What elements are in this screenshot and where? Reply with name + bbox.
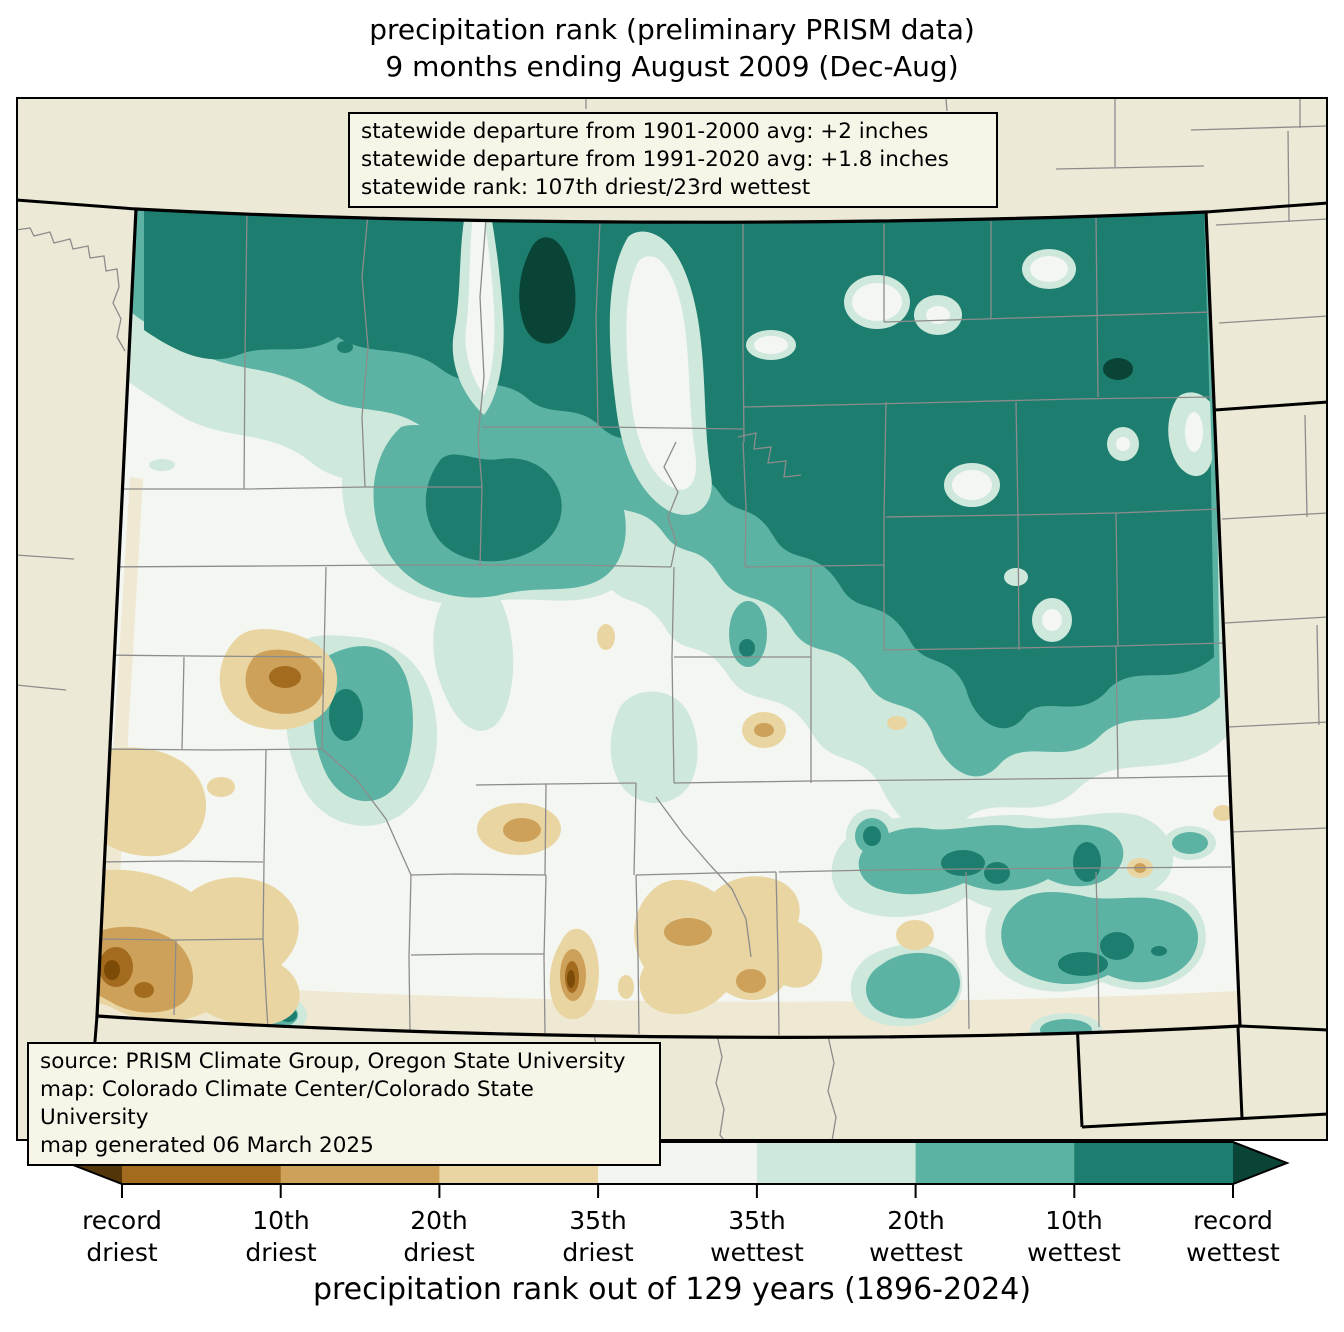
title-line-1: precipitation rank (preliminary PRISM da…: [369, 13, 975, 46]
colorbar-caption: precipitation rank out of 129 years (189…: [312, 1272, 1032, 1307]
record-wettest-contours: [519, 237, 1133, 380]
colorbar-segment-wet-20: [915, 1142, 1076, 1184]
statewide-stats-box: statewide departure from 1901-2000 avg: …: [348, 112, 998, 208]
source-line: source: PRISM Climate Group, Oregon Stat…: [40, 1049, 626, 1074]
stats-departure-1991-2020: statewide departure from 1991-2020 avg: …: [361, 146, 949, 172]
colorbar-label-35th-wettest: 35th wettest: [710, 1206, 804, 1267]
state-interior: [97, 209, 1240, 1038]
driest-core-contours: [104, 960, 575, 988]
colorbar-label-35th-driest: 35th driest: [562, 1206, 634, 1267]
generated-date-line: map generated 06 March 2025: [40, 1132, 374, 1158]
stats-departure-1901-2000: statewide departure from 1901-2000 avg: …: [361, 119, 929, 144]
colorbar-label-20th-driest: 20th driest: [403, 1206, 475, 1267]
contour-holes: [452, 209, 1212, 642]
colorbar-label-record-wettest: record wettest: [1186, 1206, 1280, 1267]
colorbar-label-10th-wettest: 10th wettest: [1027, 1206, 1121, 1267]
colorado-precipitation-map: [16, 97, 1328, 1141]
colorbar-label-record-driest: record driest: [82, 1206, 162, 1267]
colorbar-label-10th-driest: 10th driest: [245, 1206, 317, 1267]
colorbar-arrow-record-wettest: [1233, 1142, 1287, 1184]
figure-title: precipitation rank (preliminary PRISM da…: [0, 12, 1344, 86]
stats-rank: statewide rank: 107th driest/23rd wettes…: [361, 174, 811, 200]
map-credit-line: map: Colorado Climate Center/Colorado St…: [40, 1076, 534, 1130]
neighbor-state-borders: [16, 198, 1328, 1141]
state-border: [95, 207, 1242, 1039]
colorbar-segment-wet-35: [756, 1142, 917, 1184]
colorbar-segment-wet-10: [1074, 1142, 1233, 1184]
source-credit-box: source: PRISM Climate Group, Oregon Stat…: [27, 1042, 661, 1166]
colorbar-label-20th-wettest: 20th wettest: [869, 1206, 963, 1267]
title-line-2: 9 months ending August 2009 (Dec-Aug): [385, 49, 959, 83]
colorbar-ticks: [121, 1184, 1234, 1198]
county-lines: [98, 210, 1232, 1036]
